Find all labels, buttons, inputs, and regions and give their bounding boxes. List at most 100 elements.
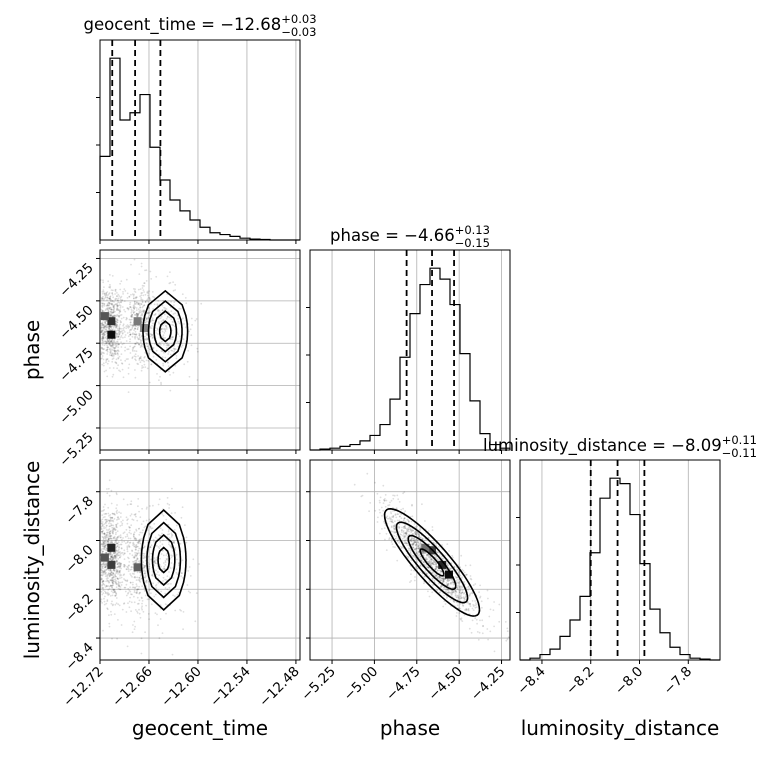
joint-geocent_time-luminosity_distance-point bbox=[135, 555, 138, 557]
joint-phase-luminosity_distance-point bbox=[413, 541, 416, 544]
joint-geocent_time-luminosity_distance-point bbox=[131, 572, 134, 575]
joint-geocent_time-luminosity_distance-point bbox=[145, 519, 148, 522]
joint-geocent_time-phase-point bbox=[102, 336, 105, 339]
joint-geocent_time-luminosity_distance-point bbox=[105, 538, 107, 541]
joint-geocent_time-luminosity_distance-point bbox=[140, 596, 143, 599]
joint-geocent_time-phase-point bbox=[130, 306, 132, 309]
joint-geocent_time-phase-point bbox=[115, 326, 118, 329]
joint-geocent_time-phase-point bbox=[138, 359, 141, 361]
joint-geocent_time-phase-point bbox=[112, 353, 114, 356]
joint-geocent_time-luminosity_distance-point bbox=[120, 567, 122, 570]
joint-phase-luminosity_distance-point bbox=[451, 591, 454, 594]
joint-geocent_time-phase-point bbox=[117, 338, 119, 341]
joint-geocent_time-luminosity_distance-point bbox=[132, 586, 135, 589]
joint-geocent_time-luminosity_distance-point bbox=[132, 581, 134, 584]
joint-geocent_time-phase-point bbox=[167, 353, 170, 355]
joint-phase-luminosity_distance-point bbox=[452, 600, 455, 603]
joint-phase-luminosity_distance-point bbox=[478, 591, 480, 593]
joint-geocent_time-luminosity_distance-point bbox=[138, 592, 141, 595]
joint-geocent_time-luminosity_distance-point bbox=[110, 489, 113, 492]
joint-geocent_time-luminosity_distance-point bbox=[111, 581, 114, 584]
joint-geocent_time-luminosity_distance-point bbox=[105, 536, 107, 538]
joint-geocent_time-phase-point bbox=[116, 343, 119, 345]
joint-geocent_time-phase-density-cell-0 bbox=[107, 317, 116, 326]
joint-geocent_time-luminosity_distance-point bbox=[132, 556, 135, 559]
joint-geocent_time-luminosity_distance-point bbox=[143, 566, 146, 569]
joint-phase-luminosity_distance-point bbox=[399, 545, 402, 548]
joint-geocent_time-luminosity_distance-point bbox=[101, 593, 104, 596]
joint-geocent_time-phase-point bbox=[109, 295, 112, 298]
joint-geocent_time-luminosity_distance-point bbox=[141, 557, 144, 559]
joint-phase-luminosity_distance-point bbox=[390, 512, 393, 515]
joint-phase-luminosity_distance-point bbox=[434, 575, 437, 577]
joint-phase-luminosity_distance-point bbox=[416, 531, 419, 534]
joint-geocent_time-luminosity_distance-point bbox=[135, 515, 137, 518]
joint-phase-luminosity_distance-point bbox=[404, 536, 407, 538]
joint-geocent_time-luminosity_distance-point bbox=[133, 543, 136, 546]
joint-geocent_time-luminosity_distance-point bbox=[161, 550, 164, 552]
joint-geocent_time-luminosity_distance-point bbox=[148, 589, 151, 592]
joint-geocent_time-luminosity_distance-contour-0 bbox=[157, 546, 170, 574]
joint-geocent_time-luminosity_distance-point bbox=[164, 587, 167, 589]
joint-geocent_time-luminosity_distance-point bbox=[131, 631, 134, 634]
joint-geocent_time-phase-point bbox=[103, 331, 106, 334]
joint-geocent_time-luminosity_distance-point bbox=[123, 586, 126, 589]
joint-geocent_time-luminosity_distance-point bbox=[126, 522, 129, 525]
joint-phase-luminosity_distance-point bbox=[435, 562, 438, 565]
joint-phase-luminosity_distance-point bbox=[423, 575, 426, 578]
joint-phase-luminosity_distance-point bbox=[443, 580, 445, 583]
joint-geocent_time-phase-point bbox=[115, 318, 118, 320]
joint-phase-luminosity_distance-point bbox=[366, 472, 369, 475]
joint-geocent_time-phase-point bbox=[136, 301, 138, 304]
joint-phase-luminosity_distance-point bbox=[395, 507, 398, 510]
joint-geocent_time-phase-point bbox=[141, 367, 143, 369]
joint-phase-luminosity_distance-point bbox=[424, 520, 426, 522]
joint-geocent_time-phase-point bbox=[110, 308, 113, 311]
joint-geocent_time-luminosity_distance-point bbox=[114, 551, 117, 554]
joint-geocent_time-luminosity_distance-point bbox=[126, 541, 129, 544]
joint-geocent_time-phase-point bbox=[101, 334, 104, 336]
joint-geocent_time-luminosity_distance-point bbox=[119, 555, 122, 557]
joint-geocent_time-phase-point bbox=[119, 296, 122, 299]
joint-geocent_time-phase-point bbox=[141, 312, 144, 315]
joint-phase-luminosity_distance-point bbox=[432, 561, 434, 564]
joint-geocent_time-phase-point bbox=[129, 328, 132, 331]
joint-phase-luminosity_distance-point bbox=[498, 620, 501, 623]
joint-geocent_time-luminosity_distance-point bbox=[134, 548, 137, 551]
joint-geocent_time-luminosity_distance-point bbox=[155, 544, 158, 547]
joint-geocent_time-luminosity_distance-point bbox=[109, 531, 112, 533]
joint-geocent_time-luminosity_distance-point bbox=[116, 561, 119, 563]
joint-geocent_time-phase-point bbox=[105, 292, 108, 294]
joint-geocent_time-luminosity_distance-point bbox=[103, 545, 106, 548]
joint-geocent_time-luminosity_distance-point bbox=[109, 541, 112, 544]
joint-geocent_time-phase-point bbox=[140, 262, 143, 265]
joint-geocent_time-luminosity_distance-point bbox=[166, 497, 169, 499]
joint-geocent_time-luminosity_distance-point bbox=[115, 592, 117, 595]
joint-geocent_time-luminosity_distance-density-cell-2 bbox=[100, 553, 109, 562]
joint-phase-luminosity_distance-point bbox=[412, 555, 415, 557]
joint-geocent_time-phase-point bbox=[137, 355, 140, 357]
joint-phase-luminosity_distance-point bbox=[454, 592, 457, 595]
joint-geocent_time-luminosity_distance-point bbox=[110, 530, 112, 532]
joint-phase-luminosity_distance-point bbox=[471, 607, 474, 610]
joint-phase-luminosity_distance-point bbox=[479, 596, 481, 599]
joint-geocent_time-phase-point bbox=[174, 283, 177, 286]
joint-geocent_time-luminosity_distance-point bbox=[115, 594, 117, 597]
joint-phase-luminosity_distance-point bbox=[418, 551, 420, 554]
joint-geocent_time-luminosity_distance-point bbox=[108, 519, 111, 522]
joint-phase-luminosity_distance-point bbox=[382, 484, 385, 487]
joint-geocent_time-phase-point bbox=[158, 317, 160, 320]
joint-geocent_time-luminosity_distance-point bbox=[111, 530, 114, 533]
joint-geocent_time-phase-point bbox=[145, 269, 148, 272]
joint-geocent_time-luminosity_distance-point bbox=[101, 542, 104, 545]
joint-geocent_time-phase-point bbox=[153, 296, 156, 299]
joint-phase-luminosity_distance-point bbox=[419, 544, 422, 546]
joint-geocent_time-luminosity_distance-point bbox=[110, 502, 113, 505]
joint-geocent_time-luminosity_distance-point bbox=[112, 584, 114, 587]
joint-geocent_time-phase-point bbox=[152, 322, 154, 325]
joint-phase-luminosity_distance-point bbox=[446, 584, 449, 587]
joint-geocent_time-luminosity_distance-point bbox=[110, 541, 113, 543]
joint-geocent_time-luminosity_distance-point bbox=[149, 546, 152, 549]
joint-geocent_time-phase-point bbox=[135, 309, 138, 312]
joint-geocent_time-phase-point bbox=[141, 292, 144, 294]
